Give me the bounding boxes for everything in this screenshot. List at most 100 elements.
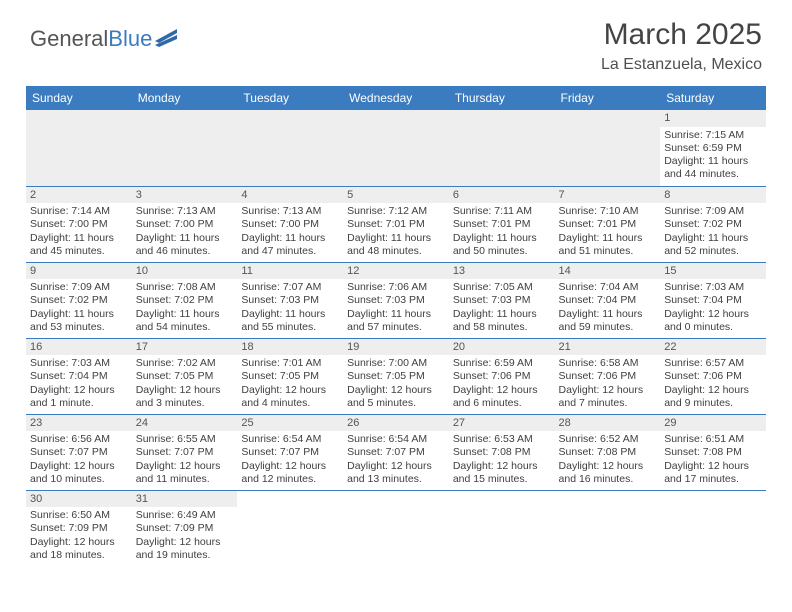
weekday-header-row: Sunday Monday Tuesday Wednesday Thursday… xyxy=(26,86,766,110)
day-body: Sunrise: 7:09 AMSunset: 7:02 PMDaylight:… xyxy=(26,279,132,337)
weekday-header: Saturday xyxy=(660,86,766,110)
daylight-text: Daylight: 11 hours and 59 minutes. xyxy=(559,308,657,334)
daylight-text: Daylight: 12 hours and 13 minutes. xyxy=(347,460,445,486)
weekday-header: Thursday xyxy=(449,86,555,110)
daylight-text: Daylight: 11 hours and 53 minutes. xyxy=(30,308,128,334)
calendar-cell: 3Sunrise: 7:13 AMSunset: 7:00 PMDaylight… xyxy=(132,186,238,262)
daylight-text: Daylight: 12 hours and 9 minutes. xyxy=(664,384,762,410)
calendar-cell: 26Sunrise: 6:54 AMSunset: 7:07 PMDayligh… xyxy=(343,414,449,490)
sunset-text: Sunset: 7:01 PM xyxy=(559,218,657,231)
sunrise-text: Sunrise: 7:01 AM xyxy=(241,357,339,370)
day-number: 18 xyxy=(237,339,343,356)
day-body: Sunrise: 7:05 AMSunset: 7:03 PMDaylight:… xyxy=(449,279,555,337)
day-body: Sunrise: 6:55 AMSunset: 7:07 PMDaylight:… xyxy=(132,431,238,489)
daylight-text: Daylight: 12 hours and 15 minutes. xyxy=(453,460,551,486)
day-body: Sunrise: 6:54 AMSunset: 7:07 PMDaylight:… xyxy=(343,431,449,489)
day-number: 15 xyxy=(660,263,766,280)
daylight-text: Daylight: 11 hours and 46 minutes. xyxy=(136,232,234,258)
day-body: Sunrise: 7:11 AMSunset: 7:01 PMDaylight:… xyxy=(449,203,555,261)
daylight-text: Daylight: 12 hours and 19 minutes. xyxy=(136,536,234,562)
day-body: Sunrise: 7:00 AMSunset: 7:05 PMDaylight:… xyxy=(343,355,449,413)
calendar-week-row: 23Sunrise: 6:56 AMSunset: 7:07 PMDayligh… xyxy=(26,414,766,490)
day-body: Sunrise: 6:59 AMSunset: 7:06 PMDaylight:… xyxy=(449,355,555,413)
brand-logo: GeneralBlue xyxy=(30,26,179,52)
daylight-text: Daylight: 12 hours and 7 minutes. xyxy=(559,384,657,410)
sunrise-text: Sunrise: 6:54 AM xyxy=(241,433,339,446)
sunrise-text: Sunrise: 7:14 AM xyxy=(30,205,128,218)
day-number: 14 xyxy=(555,263,661,280)
daylight-text: Daylight: 12 hours and 6 minutes. xyxy=(453,384,551,410)
calendar-cell: 20Sunrise: 6:59 AMSunset: 7:06 PMDayligh… xyxy=(449,338,555,414)
sunrise-text: Sunrise: 6:49 AM xyxy=(136,509,234,522)
day-body: Sunrise: 6:52 AMSunset: 7:08 PMDaylight:… xyxy=(555,431,661,489)
sunset-text: Sunset: 7:09 PM xyxy=(30,522,128,535)
day-body: Sunrise: 6:50 AMSunset: 7:09 PMDaylight:… xyxy=(26,507,132,565)
sunset-text: Sunset: 7:08 PM xyxy=(559,446,657,459)
calendar-cell: 23Sunrise: 6:56 AMSunset: 7:07 PMDayligh… xyxy=(26,414,132,490)
daylight-text: Daylight: 12 hours and 1 minute. xyxy=(30,384,128,410)
calendar-week-row: 9Sunrise: 7:09 AMSunset: 7:02 PMDaylight… xyxy=(26,262,766,338)
sunset-text: Sunset: 7:06 PM xyxy=(453,370,551,383)
day-body: Sunrise: 7:12 AMSunset: 7:01 PMDaylight:… xyxy=(343,203,449,261)
day-body: Sunrise: 7:01 AMSunset: 7:05 PMDaylight:… xyxy=(237,355,343,413)
sunset-text: Sunset: 7:03 PM xyxy=(347,294,445,307)
calendar-table: Sunday Monday Tuesday Wednesday Thursday… xyxy=(26,86,766,566)
day-number: 6 xyxy=(449,187,555,204)
day-body: Sunrise: 7:13 AMSunset: 7:00 PMDaylight:… xyxy=(237,203,343,261)
daylight-text: Daylight: 12 hours and 10 minutes. xyxy=(30,460,128,486)
sunset-text: Sunset: 7:03 PM xyxy=(453,294,551,307)
calendar-cell: 29Sunrise: 6:51 AMSunset: 7:08 PMDayligh… xyxy=(660,414,766,490)
day-number: 29 xyxy=(660,415,766,432)
calendar-cell: 28Sunrise: 6:52 AMSunset: 7:08 PMDayligh… xyxy=(555,414,661,490)
day-number: 31 xyxy=(132,491,238,508)
sunset-text: Sunset: 7:05 PM xyxy=(241,370,339,383)
calendar-cell: 9Sunrise: 7:09 AMSunset: 7:02 PMDaylight… xyxy=(26,262,132,338)
calendar-cell xyxy=(237,490,343,566)
day-number: 30 xyxy=(26,491,132,508)
calendar-cell: 30Sunrise: 6:50 AMSunset: 7:09 PMDayligh… xyxy=(26,490,132,566)
calendar-cell: 24Sunrise: 6:55 AMSunset: 7:07 PMDayligh… xyxy=(132,414,238,490)
calendar-cell: 14Sunrise: 7:04 AMSunset: 7:04 PMDayligh… xyxy=(555,262,661,338)
day-number: 10 xyxy=(132,263,238,280)
day-body: Sunrise: 7:03 AMSunset: 7:04 PMDaylight:… xyxy=(660,279,766,337)
calendar-cell xyxy=(237,110,343,186)
calendar-cell xyxy=(449,110,555,186)
day-number: 3 xyxy=(132,187,238,204)
day-number: 22 xyxy=(660,339,766,356)
day-number: 11 xyxy=(237,263,343,280)
sunset-text: Sunset: 7:07 PM xyxy=(136,446,234,459)
day-number: 26 xyxy=(343,415,449,432)
sunrise-text: Sunrise: 7:10 AM xyxy=(559,205,657,218)
sunset-text: Sunset: 7:06 PM xyxy=(559,370,657,383)
sunset-text: Sunset: 7:00 PM xyxy=(136,218,234,231)
sunset-text: Sunset: 7:05 PM xyxy=(347,370,445,383)
calendar-cell: 19Sunrise: 7:00 AMSunset: 7:05 PMDayligh… xyxy=(343,338,449,414)
calendar-cell xyxy=(343,490,449,566)
day-number: 23 xyxy=(26,415,132,432)
daylight-text: Daylight: 12 hours and 17 minutes. xyxy=(664,460,762,486)
day-number: 9 xyxy=(26,263,132,280)
sunset-text: Sunset: 7:07 PM xyxy=(241,446,339,459)
daylight-text: Daylight: 11 hours and 58 minutes. xyxy=(453,308,551,334)
day-body: Sunrise: 6:51 AMSunset: 7:08 PMDaylight:… xyxy=(660,431,766,489)
day-number: 4 xyxy=(237,187,343,204)
daylight-text: Daylight: 11 hours and 51 minutes. xyxy=(559,232,657,258)
calendar-cell xyxy=(660,490,766,566)
day-body: Sunrise: 6:53 AMSunset: 7:08 PMDaylight:… xyxy=(449,431,555,489)
calendar-cell: 15Sunrise: 7:03 AMSunset: 7:04 PMDayligh… xyxy=(660,262,766,338)
calendar-cell: 10Sunrise: 7:08 AMSunset: 7:02 PMDayligh… xyxy=(132,262,238,338)
daylight-text: Daylight: 12 hours and 4 minutes. xyxy=(241,384,339,410)
sunrise-text: Sunrise: 6:56 AM xyxy=(30,433,128,446)
calendar-cell: 12Sunrise: 7:06 AMSunset: 7:03 PMDayligh… xyxy=(343,262,449,338)
daylight-text: Daylight: 11 hours and 50 minutes. xyxy=(453,232,551,258)
sunrise-text: Sunrise: 7:03 AM xyxy=(664,281,762,294)
sunrise-text: Sunrise: 7:12 AM xyxy=(347,205,445,218)
calendar-cell: 5Sunrise: 7:12 AMSunset: 7:01 PMDaylight… xyxy=(343,186,449,262)
sunset-text: Sunset: 7:04 PM xyxy=(559,294,657,307)
sunset-text: Sunset: 7:07 PM xyxy=(30,446,128,459)
weekday-header: Friday xyxy=(555,86,661,110)
day-number: 27 xyxy=(449,415,555,432)
sunrise-text: Sunrise: 6:52 AM xyxy=(559,433,657,446)
sunrise-text: Sunrise: 7:09 AM xyxy=(664,205,762,218)
flag-icon xyxy=(155,29,179,47)
